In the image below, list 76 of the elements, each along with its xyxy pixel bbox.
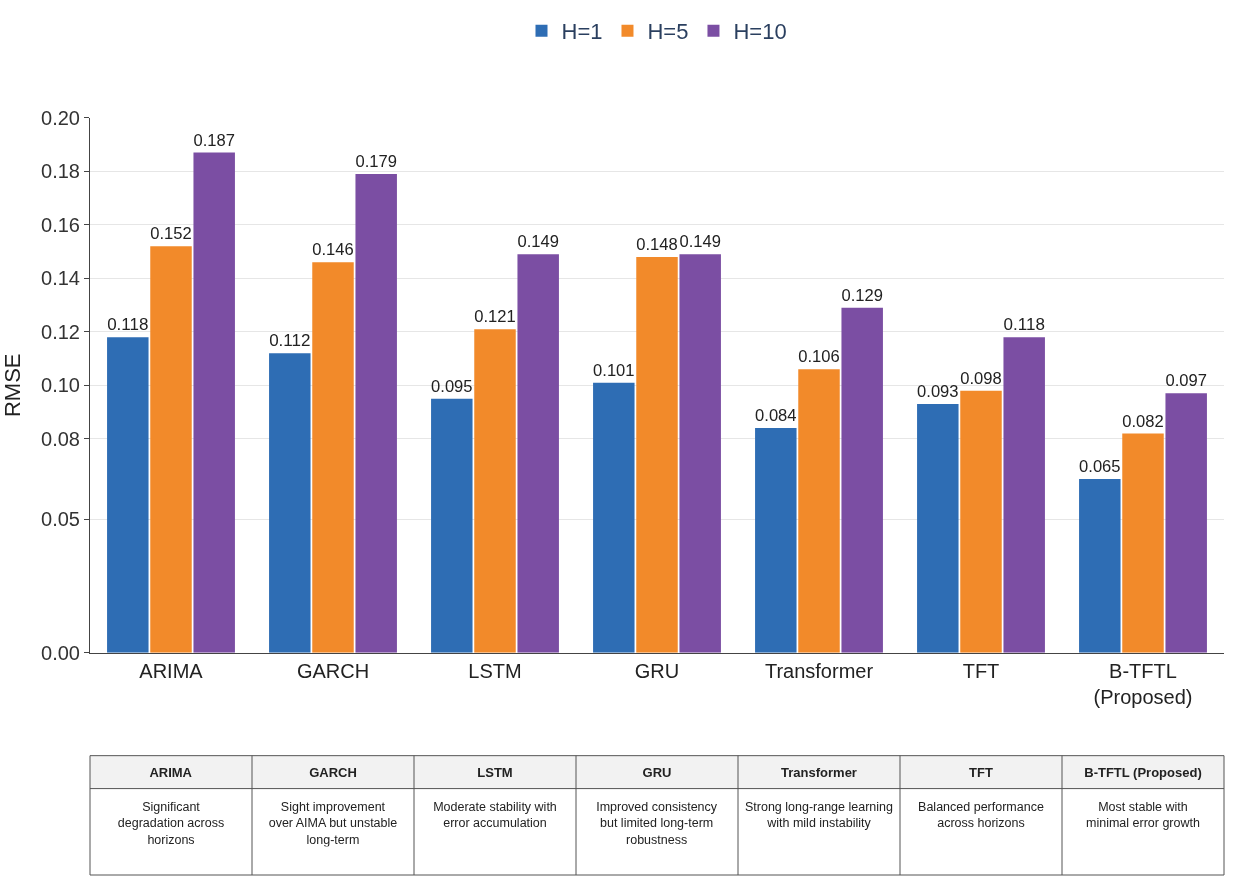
text: ARIMA — [149, 765, 193, 780]
data-label: 0.095 — [431, 376, 473, 396]
text: GRU — [642, 765, 672, 780]
bar — [593, 382, 635, 653]
y-tick-label: 0.14 — [41, 267, 80, 290]
bar — [517, 254, 559, 653]
text: B-TFTL (Proposed) — [1084, 765, 1202, 780]
y-tick-label: 0.12 — [41, 320, 80, 343]
data-label: 0.065 — [1079, 457, 1121, 477]
bar — [1165, 393, 1207, 653]
text: Significant degradation across horizons — [117, 800, 225, 847]
legend-label: H=10 — [733, 19, 787, 45]
bar — [150, 246, 192, 653]
data-label: 0.129 — [841, 285, 883, 305]
text: Balanced performance across horizons — [918, 800, 1044, 831]
y-tick-label: 0.16 — [41, 213, 80, 236]
text: Improved consistency but limited long-term robustness — [596, 800, 718, 847]
data-label: 0.148 — [636, 235, 678, 255]
bar — [636, 256, 678, 653]
bar — [1003, 337, 1045, 653]
bar — [193, 152, 235, 653]
data-label: 0.146 — [312, 240, 354, 260]
bar — [107, 337, 149, 653]
bar — [269, 353, 311, 653]
text: Most stable with minimal error growth — [1086, 800, 1200, 831]
x-tick-label: GRU — [634, 659, 680, 682]
x-tick-label: LSTM — [468, 659, 522, 682]
bar — [312, 262, 354, 653]
x-tick-label: B-TFTL (Proposed) — [1093, 659, 1193, 708]
data-label: 0.082 — [1122, 411, 1164, 431]
data-label: 0.093 — [917, 382, 959, 402]
data-label: 0.179 — [355, 152, 397, 172]
bar — [679, 254, 721, 653]
data-label: 0.118 — [107, 315, 149, 335]
y-axis-title: RMSE — [0, 353, 25, 418]
y-tick-label: 0.08 — [41, 427, 80, 450]
x-tick-label: Transformer — [764, 659, 874, 682]
y-tick-label: 0.10 — [41, 374, 80, 397]
data-label: 0.187 — [193, 130, 235, 150]
text: GARCH — [309, 765, 357, 780]
data-label: 0.149 — [679, 232, 721, 252]
data-label: 0.106 — [798, 347, 840, 367]
data-label: 0.152 — [150, 224, 192, 244]
data-label: 0.097 — [1165, 371, 1207, 391]
bar — [917, 404, 959, 653]
bar — [355, 174, 397, 653]
data-label: 0.101 — [593, 360, 635, 380]
x-tick-label: TFT — [962, 659, 1000, 682]
data-label: 0.118 — [1003, 315, 1045, 335]
bar — [841, 307, 883, 653]
legend-label: H=5 — [647, 19, 689, 45]
bar — [1079, 478, 1121, 653]
bar — [798, 369, 840, 653]
bar — [755, 428, 797, 653]
y-tick-label: 0.20 — [41, 106, 80, 129]
x-tick-label: ARIMA — [139, 659, 204, 682]
data-label: 0.098 — [960, 368, 1002, 388]
data-label: 0.084 — [755, 406, 797, 426]
text: TFT — [969, 765, 993, 780]
bar — [474, 329, 516, 653]
y-tick-label: 0.00 — [41, 641, 80, 664]
data-label: 0.121 — [474, 307, 516, 327]
data-label: 0.149 — [517, 232, 559, 252]
text: Strong long-range learning with mild instability — [744, 800, 894, 831]
legend-label: H=1 — [561, 19, 603, 45]
data-label: 0.112 — [269, 331, 311, 351]
text: LSTM — [477, 765, 513, 780]
bar — [431, 398, 473, 653]
y-tick-label: 0.05 — [41, 508, 80, 531]
text: Sight improvement over AIMA but unstable long-term — [268, 800, 398, 847]
x-tick-label: GARCH — [296, 659, 370, 682]
bar — [1122, 433, 1164, 653]
bar — [960, 390, 1002, 653]
text: Transformer — [781, 765, 857, 780]
y-tick-label: 0.18 — [41, 160, 80, 183]
text: Moderate stability with error accumulation — [433, 800, 557, 831]
